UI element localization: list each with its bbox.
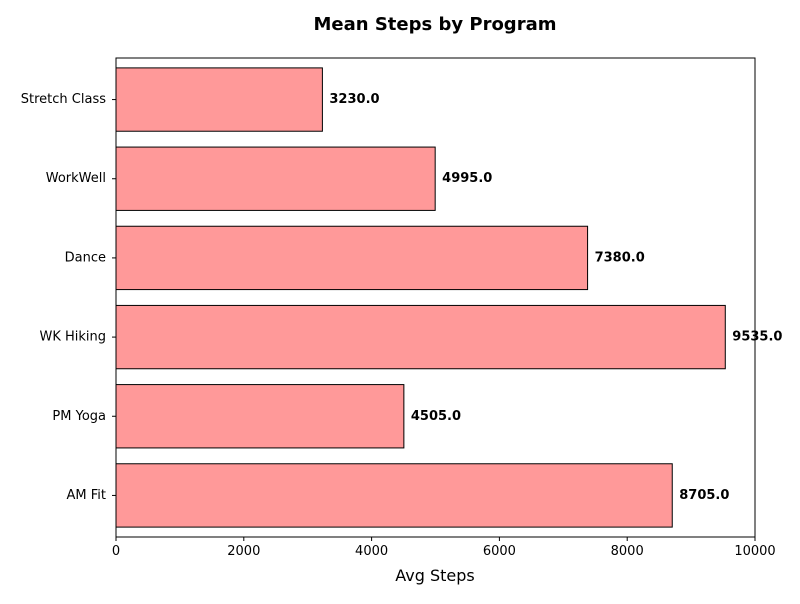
x-tick-label: 10000 [734, 544, 775, 559]
x-tick-label: 0 [112, 544, 120, 559]
chart-title: Mean Steps by Program [314, 14, 557, 35]
x-tick-label: 8000 [611, 544, 644, 559]
y-ticks-group: AM Fit PM Yoga WK Hiking Dance WorkWell Stret… [21, 92, 116, 503]
data-label: 3230.0 [329, 92, 379, 107]
bar [115, 384, 405, 449]
bar [115, 463, 673, 528]
data-label: 7380.0 [595, 250, 645, 265]
x-axis-label: Avg Steps [395, 566, 474, 585]
x-tick-label: 4000 [355, 544, 388, 559]
y-tick-label: AM Fit [67, 488, 106, 503]
bars-group [115, 67, 726, 528]
data-label: 4995.0 [442, 171, 492, 186]
bar [115, 146, 436, 211]
data-label: 4505.0 [411, 409, 461, 424]
x-tick-label: 6000 [483, 544, 516, 559]
bar [115, 304, 726, 370]
x-tick-label: 2000 [227, 544, 260, 559]
y-tick-label: WorkWell [46, 171, 106, 186]
bar [115, 225, 589, 291]
y-tick-label: Dance [65, 250, 106, 265]
bar [115, 67, 323, 132]
plot-area-frame [115, 57, 756, 538]
data-label: 9535.0 [732, 330, 782, 345]
data-labels-group: 8705.0 4505.0 9535.0 7380.0 4995.0 3230.0 [329, 92, 782, 503]
data-label: 8705.0 [679, 488, 729, 503]
y-tick-label: PM Yoga [52, 409, 106, 424]
x-ticks-group: 0 2000 4000 6000 8000 10000 [112, 537, 776, 559]
y-tick-label: WK Hiking [39, 330, 106, 345]
y-tick-label: Stretch Class [21, 92, 106, 107]
